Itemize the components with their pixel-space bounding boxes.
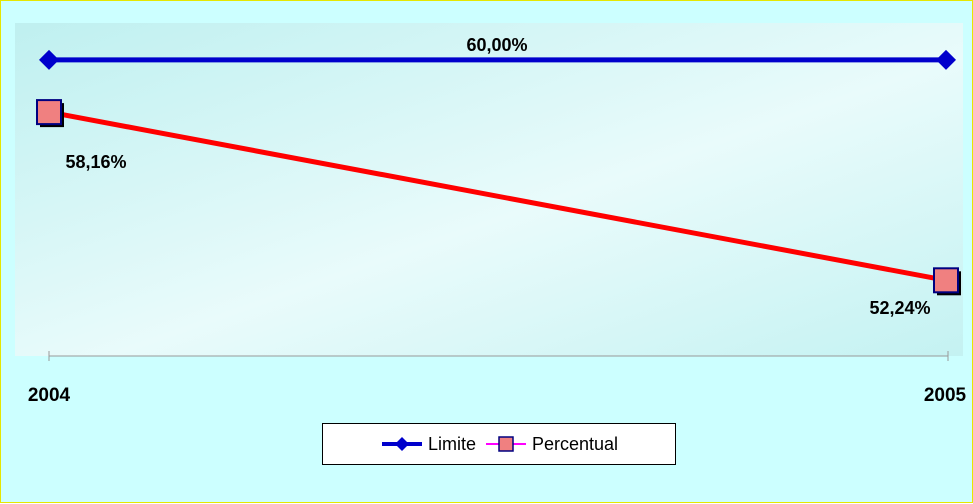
- series-layer: [36, 49, 961, 296]
- data-label-percentual-2005: 52,24%: [869, 298, 930, 318]
- legend-label-limite: Limite: [427, 433, 476, 454]
- x-tick-label-2004: 2004: [28, 385, 71, 406]
- data-point-limite-2004: [39, 49, 59, 70]
- plot-area: [15, 23, 963, 356]
- legend: Limite Percentual: [322, 423, 676, 465]
- legend-swatch-percentual: [485, 436, 526, 452]
- legend-item-limite: Limite: [380, 434, 476, 455]
- legend-swatch-limite: [381, 437, 422, 451]
- legend-item-percentual: Percentual: [484, 434, 618, 455]
- series-line-percentual: [48, 109, 947, 283]
- legend-label-percentual: Percentual: [531, 433, 619, 454]
- data-point-limite-2005: [936, 49, 956, 70]
- x-tick-label-2005: 2005: [924, 385, 967, 406]
- data-point-percentual-2004: [36, 99, 64, 128]
- data-point-percentual-2005: [933, 267, 961, 296]
- data-label-limite-2004: 60,00%: [466, 35, 527, 55]
- data-label-percentual-2004: 58,16%: [65, 152, 126, 172]
